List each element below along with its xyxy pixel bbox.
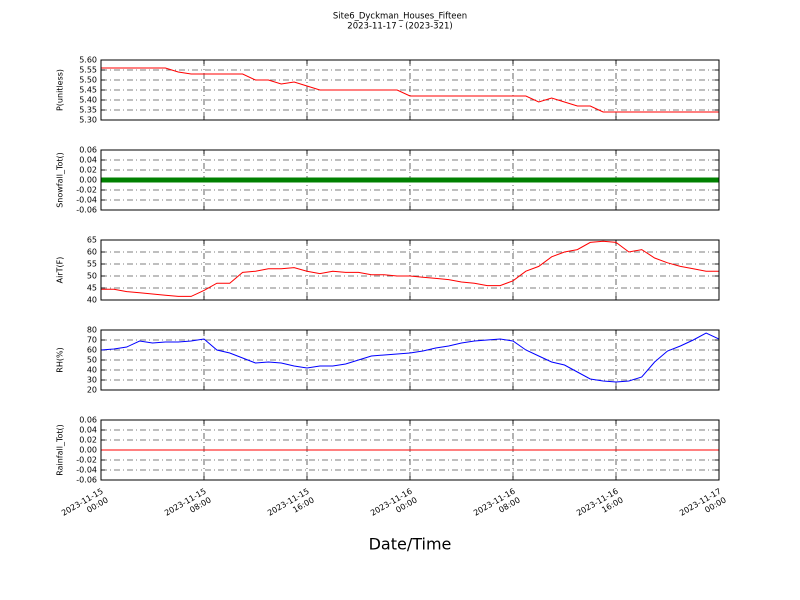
y-tick-label: 0.06 — [79, 416, 97, 425]
plot-frame — [100, 59, 720, 121]
y-tick-label: 40 — [87, 296, 97, 305]
y-tick-label: 0.00 — [79, 446, 97, 455]
data-line — [101, 240, 719, 297]
y-tick-label: 70 — [87, 336, 97, 345]
y-axis-label: Rainfall_Tot() — [56, 424, 65, 476]
y-tick-label: 45 — [87, 284, 97, 293]
y-tick-label: 50 — [87, 356, 97, 365]
y-tick-label: 5.60 — [79, 56, 97, 65]
y-axis-label: Snowfall_Tot() — [56, 152, 65, 208]
plot-frame — [100, 329, 720, 391]
y-tick-label: -0.04 — [76, 466, 97, 475]
y-tick-label: 0.00 — [79, 176, 97, 185]
y-tick-label: 5.35 — [79, 106, 97, 115]
chart-subtitle: 2023-11-17 - (2023-321) — [347, 22, 452, 32]
y-tick-label: -0.02 — [76, 186, 97, 195]
y-tick-label: 60 — [87, 346, 97, 355]
plot-frame — [100, 149, 720, 211]
y-tick-label: 20 — [87, 386, 97, 395]
y-axis-label: P(unitless) — [56, 69, 65, 111]
y-tick-label: 0.02 — [79, 166, 97, 175]
y-tick-label: 50 — [87, 272, 97, 281]
y-tick-label: -0.06 — [76, 476, 97, 485]
y-tick-label: 0.06 — [79, 146, 97, 155]
x-axis-label: Date/Time — [369, 535, 452, 554]
y-tick-label: 5.30 — [79, 116, 97, 125]
data-line — [101, 67, 719, 113]
y-tick-label: 30 — [87, 376, 97, 385]
y-tick-label: 0.04 — [79, 426, 97, 435]
plot-frame — [100, 419, 720, 481]
y-tick-label: -0.06 — [76, 206, 97, 215]
y-tick-label: 40 — [87, 366, 97, 375]
y-tick-label: 5.55 — [79, 66, 97, 75]
y-axis-label: RH(%) — [56, 347, 65, 372]
y-tick-label: 0.04 — [79, 156, 97, 165]
y-tick-label: 80 — [87, 326, 97, 335]
y-axis-label: AirT(F) — [56, 257, 65, 284]
plot-frame — [100, 239, 720, 301]
y-tick-label: 65 — [87, 236, 97, 245]
y-tick-label: 5.50 — [79, 76, 97, 85]
y-tick-label: -0.02 — [76, 456, 97, 465]
data-line — [101, 332, 719, 383]
y-tick-label: 55 — [87, 260, 97, 269]
y-tick-label: 5.40 — [79, 96, 97, 105]
y-tick-label: -0.04 — [76, 196, 97, 205]
y-tick-label: 0.02 — [79, 436, 97, 445]
chart-title: Site6_Dyckman_Houses_Fifteen — [333, 12, 467, 22]
y-tick-label: 5.45 — [79, 86, 97, 95]
y-tick-label: 60 — [87, 248, 97, 257]
